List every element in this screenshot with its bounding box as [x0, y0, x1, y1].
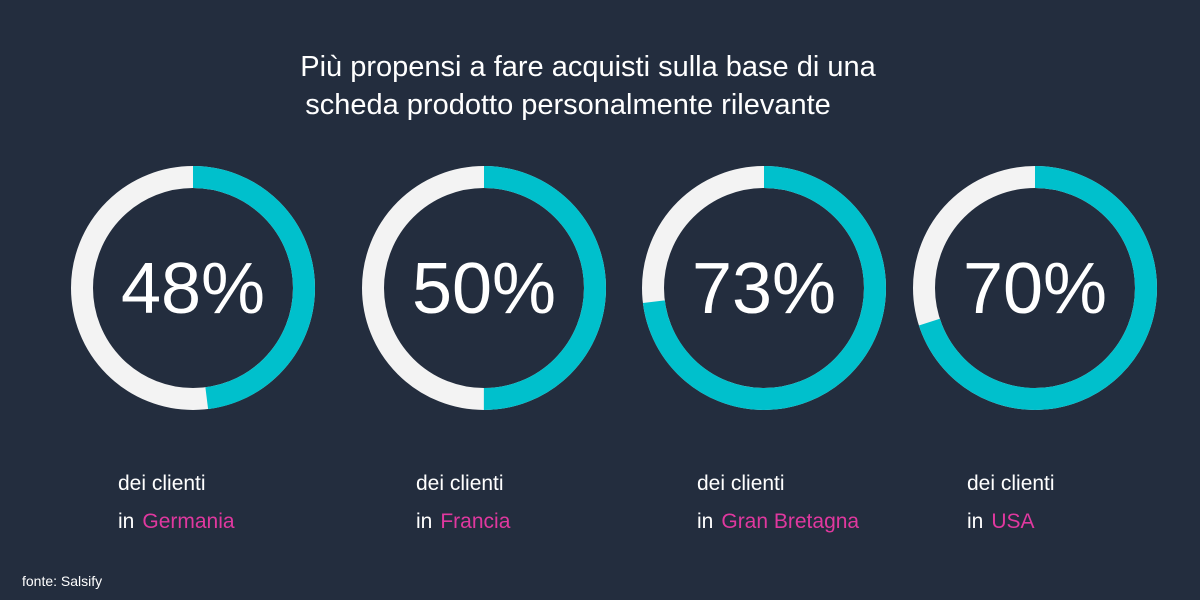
title-line: Più propensi a fare acquisti sulla base …: [300, 51, 876, 83]
donut-arc: [362, 166, 606, 410]
value-label: 48%: [121, 249, 265, 329]
caption-line: in Francia: [416, 510, 511, 533]
donut-arc: [642, 166, 886, 410]
caption-prefix: in: [118, 510, 134, 533]
value-label: 73%: [692, 249, 836, 329]
donut-arc: [913, 166, 1157, 410]
title-line: scheda prodotto personalmente rilevante: [305, 89, 831, 121]
caption: dei clienti: [416, 472, 504, 495]
caption: dei clienti: [967, 472, 1055, 495]
caption-line: in USA: [967, 510, 1035, 533]
country: Germania: [142, 510, 235, 533]
caption-prefix: in: [697, 510, 713, 533]
caption-prefix: in: [967, 510, 983, 533]
value-label: 50%: [412, 249, 556, 329]
caption-line: in Gran Bretagna: [697, 510, 859, 533]
caption-line: in Germania: [118, 510, 235, 533]
country: Gran Bretagna: [721, 510, 859, 533]
donut-arc: [71, 166, 315, 410]
country: USA: [991, 510, 1034, 533]
caption: dei clienti: [118, 472, 206, 495]
country: Francia: [440, 510, 510, 533]
caption-prefix: in: [416, 510, 432, 533]
caption: dei clienti: [697, 472, 785, 495]
value-label: 70%: [963, 249, 1107, 329]
source: fonte: Salsify: [22, 573, 102, 589]
